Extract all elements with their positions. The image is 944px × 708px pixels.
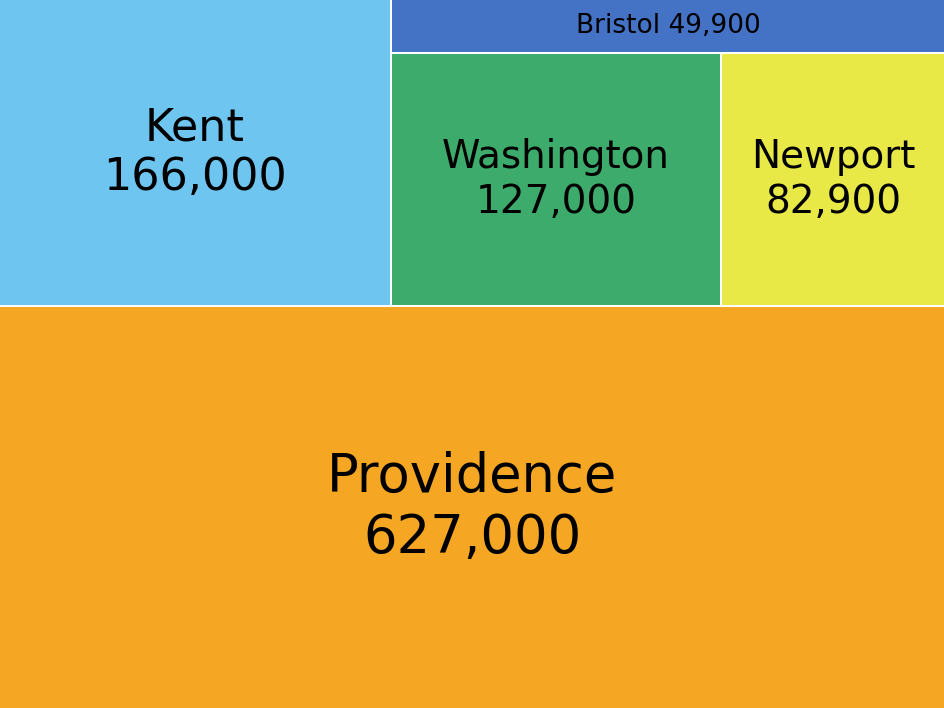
Text: Providence
627,000: Providence 627,000	[327, 452, 617, 564]
Text: Kent
166,000: Kent 166,000	[103, 106, 287, 199]
Text: Bristol 49,900: Bristol 49,900	[576, 13, 760, 39]
Text: Newport
82,900: Newport 82,900	[750, 139, 915, 220]
Text: Washington
127,000: Washington 127,000	[442, 139, 669, 220]
Bar	[392, 54, 719, 305]
Bar	[0, 0, 390, 305]
Bar	[721, 54, 944, 305]
Bar	[392, 0, 944, 52]
Bar	[0, 307, 944, 708]
